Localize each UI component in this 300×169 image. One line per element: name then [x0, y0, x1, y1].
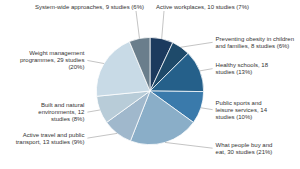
label-line: studies (8%) [51, 116, 84, 122]
label-line: Weight management [29, 50, 85, 56]
slice-label: Weight managementprogrammes, 29 studies(… [20, 50, 85, 70]
label-line: Preventing obesity in children [216, 36, 294, 42]
label-line: What people buy and [216, 142, 273, 148]
label-line: Healthy schools, 18 [216, 62, 269, 68]
leader-line [165, 142, 213, 148]
leader-line [87, 110, 99, 112]
leader-line [87, 133, 117, 138]
leaders [87, 11, 212, 148]
slice-label: Healthy schools, 18studies (13%) [216, 62, 269, 75]
slice-label: Active travel and publictransport, 13 st… [16, 132, 85, 145]
label-line: and families, 8 studies (6%) [216, 43, 290, 49]
label-line: eat, 30 studies (21%) [216, 149, 273, 155]
slice-label: Built and naturalenvironments, 12studies… [38, 102, 85, 122]
slice-label: Preventing obesity in childrenand famili… [216, 36, 294, 49]
leader-line [181, 42, 213, 47]
chart: Active workplaces, 10 studies (7%) Preven… [0, 0, 300, 169]
slice-label: System-wide approaches, 9 studies (6%) [35, 4, 144, 10]
leader-line [162, 11, 164, 39]
label-line: environments, 12 [38, 109, 85, 115]
label-line: Active workplaces, 10 studies (7%) [156, 4, 249, 10]
label-line: leisure services, 14 [216, 107, 268, 113]
leader-line [201, 108, 213, 110]
leader-line [136, 11, 139, 38]
chart-container: Active workplaces, 10 studies (7%) Preven… [0, 0, 300, 169]
pie-slice [129, 37, 150, 91]
label-line: Public sports and [216, 100, 262, 106]
label-line: Active travel and public [23, 132, 85, 138]
label-line: Built and natural [41, 102, 84, 108]
slice-label: What people buy andeat, 30 studies (21%) [216, 142, 273, 155]
pie-slice [150, 53, 204, 91]
label-line: (20%) [68, 64, 84, 70]
label-line: programmes, 29 studies [20, 57, 84, 63]
labels: Active workplaces, 10 studies (7%) Preven… [16, 4, 294, 155]
slices [96, 37, 203, 144]
label-line: studies (13%) [216, 69, 253, 75]
slice-label: Public sports andleisure services, 14stu… [216, 100, 268, 120]
label-line: studies (10%) [216, 114, 253, 120]
leader-line [87, 60, 104, 63]
label-line: System-wide approaches, 9 studies (6%) [35, 4, 144, 10]
leader-line [200, 69, 213, 71]
label-line: transport, 13 studies (9%) [16, 139, 85, 145]
slice-label: Active workplaces, 10 studies (7%) [156, 4, 249, 10]
